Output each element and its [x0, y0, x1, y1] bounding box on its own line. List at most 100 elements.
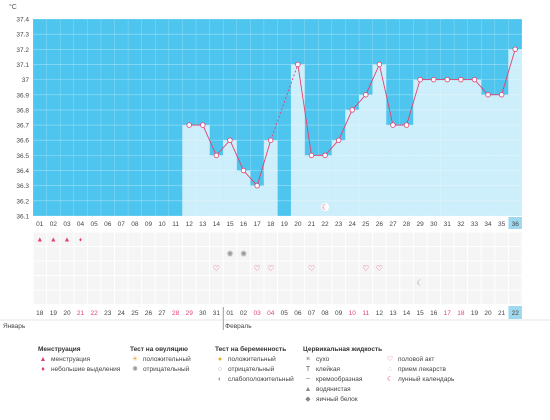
- marker-cell: [454, 290, 468, 304]
- unit-label: °C: [9, 3, 17, 11]
- legend-item: ◐ слабоположительный: [215, 375, 294, 385]
- pregnancy-positive-icon: ●: [217, 356, 223, 363]
- cycle-day-label: 18: [267, 221, 275, 228]
- marker-cell: [237, 276, 250, 290]
- data-point: [458, 76, 464, 83]
- legend-item: ✺ отрицательный: [130, 365, 191, 375]
- marker-cell: [400, 232, 413, 246]
- temperature-bar: [236, 170, 251, 216]
- marker-cell: [318, 276, 332, 290]
- cycle-day-label: 14: [213, 221, 221, 228]
- marker-cell: [305, 276, 318, 290]
- legend-item: ● положительный: [215, 355, 294, 365]
- marker-cell: [210, 247, 223, 261]
- marker-cell: [264, 247, 277, 261]
- marker-cell: [47, 276, 60, 290]
- marker-cell: [128, 247, 142, 261]
- marker-cell: [169, 261, 182, 275]
- data-point: [322, 152, 328, 159]
- marker-cell: [441, 247, 454, 261]
- temperature-bar: [372, 64, 387, 216]
- moon-marker: ☾: [417, 279, 424, 288]
- marker-cell: [305, 290, 318, 304]
- legend-label: положительный: [143, 356, 191, 363]
- moon-chart-bg: [321, 203, 330, 211]
- marker-cell: [332, 232, 345, 246]
- data-point: [200, 122, 206, 128]
- date-label: 12: [376, 310, 384, 317]
- marker-cell: [373, 290, 386, 304]
- sex-marker: ♡: [267, 264, 274, 273]
- bbt-chart: 36.1 36.2 36.3 36.4 36.5 36.6 36.7 36.8 36.9 37 37…: [0, 3, 550, 330]
- marker-cell: [237, 261, 250, 275]
- series-line: [202, 124, 217, 156]
- marker-cell: [47, 232, 60, 246]
- series-line: [338, 109, 353, 141]
- data-point: [335, 137, 342, 143]
- marker-cell: [427, 276, 440, 290]
- marker-cell: [508, 261, 522, 275]
- y-tick-label: 36.3: [16, 183, 29, 190]
- menstruation-icon: ▲: [39, 356, 47, 363]
- marker-cell: [468, 261, 481, 275]
- cycle-day-label: 12: [186, 221, 194, 228]
- marker-cell: [468, 247, 481, 261]
- moon-chart-glyph: ☾: [321, 203, 328, 212]
- cycle-day-label: 15: [226, 221, 234, 228]
- cycle-day-label: 05: [91, 221, 99, 228]
- legend-item: ▲ водянистая: [303, 385, 382, 395]
- marker-cell: [264, 290, 277, 304]
- cycle-day-label: 02: [50, 221, 58, 228]
- marker-cell: [223, 290, 237, 304]
- marker-cell: [359, 232, 373, 246]
- cycle-day-label: 17: [254, 221, 262, 228]
- legend-label: водянистая: [316, 386, 351, 393]
- marker-cell: [87, 290, 101, 304]
- month-label: Февраль: [225, 323, 252, 330]
- data-point: [186, 122, 192, 128]
- date-label: 24: [118, 310, 126, 317]
- series-line: [501, 49, 516, 95]
- marker-cell: [468, 290, 481, 304]
- marker-cell: [345, 276, 359, 290]
- marker-cell: [87, 261, 101, 275]
- temperature-bar: [494, 94, 509, 216]
- date-label: 22: [91, 310, 99, 317]
- marker-cell: [400, 261, 413, 275]
- marker-cell: [332, 276, 345, 290]
- y-tick-label: 36.2: [16, 198, 29, 205]
- marker-cell: [508, 290, 522, 304]
- marker-cell: [359, 276, 373, 290]
- legend-item: ~ кремообразная: [303, 375, 382, 385]
- marker-cell: [264, 232, 277, 246]
- date-label: 30: [199, 310, 207, 317]
- cycle-day-label: 13: [199, 221, 207, 228]
- temperature-bar: [209, 155, 224, 216]
- y-tick-label: 36.1: [16, 214, 29, 221]
- marker-cell: [278, 290, 291, 304]
- legend-item: ▲ менструация: [38, 355, 120, 365]
- marker-cell: [47, 261, 60, 275]
- marker-cell: [155, 247, 169, 261]
- legend-title: Тест на овуляцию: [130, 346, 188, 353]
- marker-cell: [291, 261, 305, 275]
- marker-cell: [508, 276, 522, 290]
- cycle-day-label: 21: [308, 221, 316, 228]
- data-point: [498, 92, 505, 98]
- temperature-bar: [304, 155, 319, 216]
- data-point: [376, 61, 383, 68]
- date-label: 19: [471, 310, 479, 317]
- marker-cell: [128, 232, 142, 246]
- marker-cell: [400, 247, 413, 261]
- legend-label: прием лекарств: [398, 366, 446, 373]
- marker-cell: [60, 276, 74, 290]
- series-line: [243, 170, 258, 186]
- marker-cell: [60, 261, 74, 275]
- legend-label: менструация: [51, 356, 91, 363]
- cycle-day-label: 11: [172, 221, 179, 228]
- marker-cell: [441, 290, 454, 304]
- date-label: 25: [131, 310, 139, 317]
- marker-cell: [386, 232, 400, 246]
- legend-column: Менструация ▲ менструация ♦ небольшие выделе…: [38, 344, 120, 375]
